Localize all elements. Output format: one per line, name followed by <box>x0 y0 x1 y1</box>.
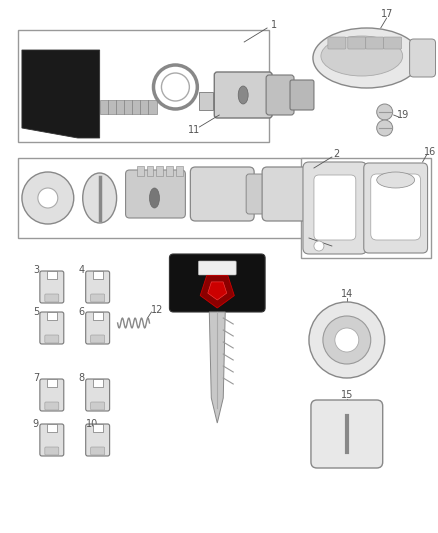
Text: 9: 9 <box>33 419 39 429</box>
Bar <box>301 158 431 258</box>
Polygon shape <box>209 312 225 423</box>
FancyBboxPatch shape <box>40 312 64 344</box>
FancyBboxPatch shape <box>303 162 367 254</box>
Text: 7: 7 <box>33 373 39 383</box>
Bar <box>166 166 173 176</box>
Ellipse shape <box>149 188 159 208</box>
FancyBboxPatch shape <box>348 37 366 49</box>
Bar <box>47 424 57 432</box>
Circle shape <box>162 73 189 101</box>
Circle shape <box>335 328 359 352</box>
Ellipse shape <box>313 28 420 88</box>
Text: 17: 17 <box>381 9 393 19</box>
Text: 4: 4 <box>79 265 85 275</box>
Text: 2: 2 <box>334 149 340 159</box>
Text: 11: 11 <box>188 125 201 135</box>
Bar <box>146 166 153 176</box>
FancyBboxPatch shape <box>91 402 105 410</box>
Text: 12: 12 <box>151 305 164 315</box>
Text: 19: 19 <box>396 110 409 120</box>
Polygon shape <box>200 276 234 308</box>
Text: 10: 10 <box>85 419 98 429</box>
FancyBboxPatch shape <box>191 167 254 221</box>
FancyBboxPatch shape <box>40 379 64 411</box>
FancyBboxPatch shape <box>311 400 383 468</box>
FancyBboxPatch shape <box>214 72 272 118</box>
Bar <box>177 166 184 176</box>
FancyBboxPatch shape <box>328 37 346 49</box>
Polygon shape <box>22 50 100 138</box>
Ellipse shape <box>238 86 248 104</box>
Text: 1: 1 <box>271 20 277 30</box>
Text: 16: 16 <box>424 147 437 157</box>
FancyBboxPatch shape <box>40 424 64 456</box>
FancyBboxPatch shape <box>262 167 322 221</box>
FancyBboxPatch shape <box>314 175 356 240</box>
Bar <box>93 312 102 320</box>
Bar <box>93 271 102 279</box>
FancyBboxPatch shape <box>266 75 294 115</box>
FancyBboxPatch shape <box>45 447 59 455</box>
Ellipse shape <box>377 172 415 188</box>
Circle shape <box>377 120 393 136</box>
Text: 15: 15 <box>341 390 353 400</box>
Circle shape <box>377 104 393 120</box>
Circle shape <box>314 241 324 251</box>
Bar <box>47 271 57 279</box>
Circle shape <box>153 65 198 109</box>
Bar <box>199 92 213 110</box>
FancyBboxPatch shape <box>126 170 185 218</box>
FancyBboxPatch shape <box>410 39 435 77</box>
FancyBboxPatch shape <box>290 80 314 110</box>
Bar <box>18 158 332 238</box>
FancyBboxPatch shape <box>86 271 110 303</box>
Bar <box>47 312 57 320</box>
FancyBboxPatch shape <box>170 254 265 312</box>
FancyBboxPatch shape <box>45 335 59 343</box>
Ellipse shape <box>321 36 403 76</box>
Text: 13: 13 <box>331 243 343 253</box>
Circle shape <box>22 172 74 224</box>
FancyBboxPatch shape <box>40 271 64 303</box>
FancyBboxPatch shape <box>198 261 236 275</box>
Text: 6: 6 <box>79 307 85 317</box>
Ellipse shape <box>83 173 117 223</box>
FancyBboxPatch shape <box>91 335 105 343</box>
Circle shape <box>38 188 58 208</box>
Bar <box>47 379 57 387</box>
FancyBboxPatch shape <box>384 37 402 49</box>
FancyBboxPatch shape <box>366 37 384 49</box>
Bar <box>137 166 144 176</box>
FancyBboxPatch shape <box>364 163 427 253</box>
FancyBboxPatch shape <box>91 294 105 302</box>
Bar <box>18 30 269 142</box>
Bar <box>93 379 102 387</box>
Bar <box>100 100 158 114</box>
FancyBboxPatch shape <box>86 424 110 456</box>
Text: 14: 14 <box>341 289 353 299</box>
Bar <box>93 424 102 432</box>
Circle shape <box>323 316 371 364</box>
FancyBboxPatch shape <box>246 174 268 214</box>
FancyBboxPatch shape <box>91 447 105 455</box>
FancyBboxPatch shape <box>86 312 110 344</box>
Text: 3: 3 <box>33 265 39 275</box>
FancyBboxPatch shape <box>371 174 420 240</box>
Text: 5: 5 <box>33 307 39 317</box>
Polygon shape <box>208 282 227 300</box>
Bar <box>156 166 163 176</box>
FancyBboxPatch shape <box>86 379 110 411</box>
Circle shape <box>309 302 385 378</box>
FancyBboxPatch shape <box>45 294 59 302</box>
Text: 8: 8 <box>79 373 85 383</box>
FancyBboxPatch shape <box>45 402 59 410</box>
